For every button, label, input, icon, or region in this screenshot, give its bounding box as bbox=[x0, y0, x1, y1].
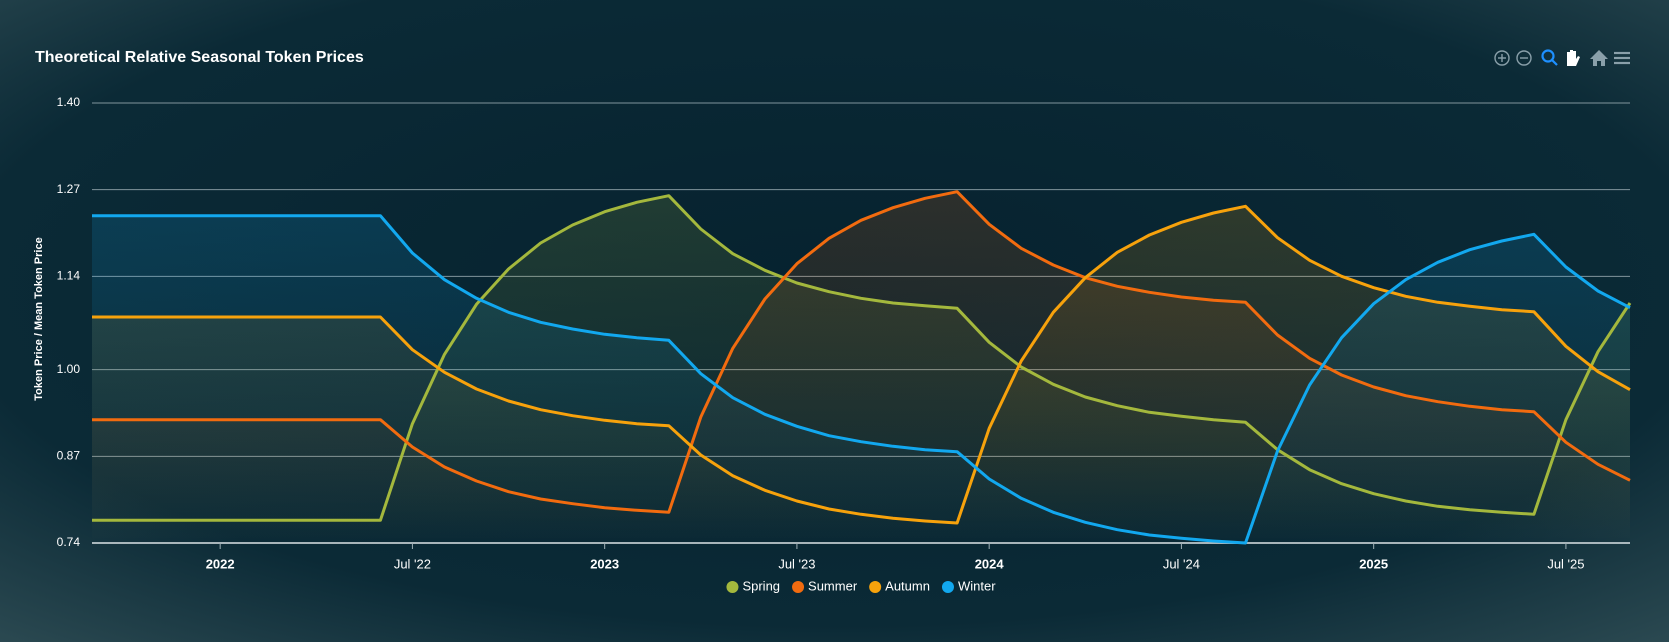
y-tick-label: 1.00 bbox=[57, 362, 81, 376]
chart-title: Theoretical Relative Seasonal Token Pric… bbox=[35, 49, 364, 66]
x-tick-label: 2024 bbox=[975, 556, 1005, 571]
y-tick-label: 0.87 bbox=[57, 449, 81, 463]
series-line bbox=[92, 190, 1631, 514]
zoom-out-button[interactable] bbox=[1516, 50, 1532, 66]
legend-label: Autumn bbox=[885, 578, 930, 593]
legend: Spring Summer Autumn Winter bbox=[726, 578, 996, 593]
x-tick-label: Jul '24 bbox=[1163, 556, 1200, 571]
x-tick-label: 2023 bbox=[590, 556, 619, 571]
y-tick-label: 1.40 bbox=[57, 95, 81, 109]
series-area bbox=[92, 215, 1630, 543]
x-tick-label: Jul '22 bbox=[394, 556, 431, 571]
legend-label: Summer bbox=[808, 578, 858, 593]
x-tick-label: Jul '23 bbox=[778, 556, 815, 571]
series-line bbox=[92, 194, 1632, 522]
toolbar bbox=[1494, 49, 1630, 66]
legend-marker bbox=[869, 581, 882, 593]
series-line bbox=[92, 204, 1631, 525]
legend-marker bbox=[792, 581, 805, 593]
reset-button[interactable] bbox=[1590, 50, 1608, 66]
y-tick-label: 0.74 bbox=[57, 535, 81, 549]
series-line bbox=[92, 214, 1631, 545]
legend-label: Spring bbox=[742, 578, 780, 593]
menu-button[interactable] bbox=[1614, 51, 1630, 65]
x-tick-label: 2025 bbox=[1359, 556, 1388, 571]
selection-zoom-button[interactable] bbox=[1541, 49, 1558, 66]
y-axis-label: Token Price / Mean Token Price bbox=[33, 237, 45, 400]
x-tick-label: 2022 bbox=[206, 556, 235, 571]
zoom-in-button[interactable] bbox=[1494, 50, 1510, 66]
x-tick-label: Jul '25 bbox=[1547, 556, 1584, 571]
legend-marker bbox=[726, 581, 739, 593]
pan-button[interactable] bbox=[1567, 50, 1580, 66]
y-tick-label: 1.14 bbox=[57, 269, 81, 283]
legend-marker bbox=[941, 581, 954, 593]
y-tick-label: 1.27 bbox=[57, 182, 81, 196]
legend-label: Winter bbox=[958, 578, 996, 593]
